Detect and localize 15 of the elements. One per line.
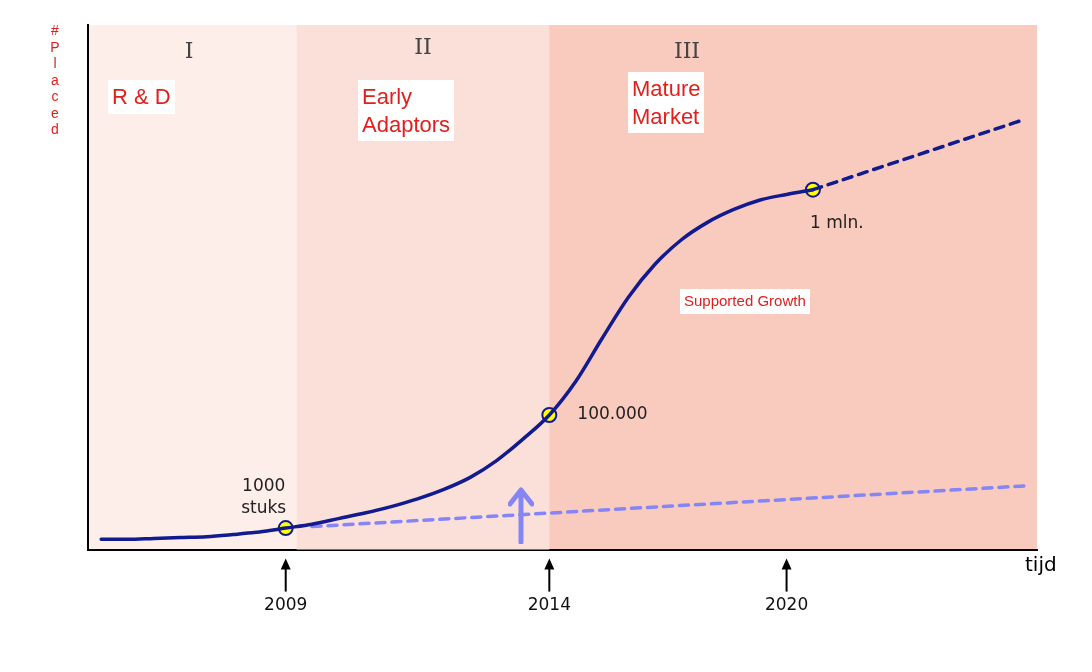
y-axis-title: #Placed (49, 22, 61, 138)
annotation: 100.000 (577, 403, 648, 424)
text: R & D (108, 80, 175, 114)
annotation: Supported Growth (680, 289, 810, 314)
annotation: 1000 stuks (241, 474, 287, 517)
annotation: 1 mln. (809, 211, 865, 234)
x-tick-label: 2014 (527, 594, 571, 615)
band-label: II (414, 33, 432, 59)
x-tick-label: 2020 (764, 594, 809, 615)
text: III (672, 37, 702, 65)
x-tick-label: 2009 (264, 594, 308, 615)
x-axis-title: tijd (1025, 551, 1057, 576)
text: I (183, 37, 195, 65)
annotation: Mature Market (628, 72, 705, 133)
annotation: Early Adaptors (358, 80, 455, 141)
